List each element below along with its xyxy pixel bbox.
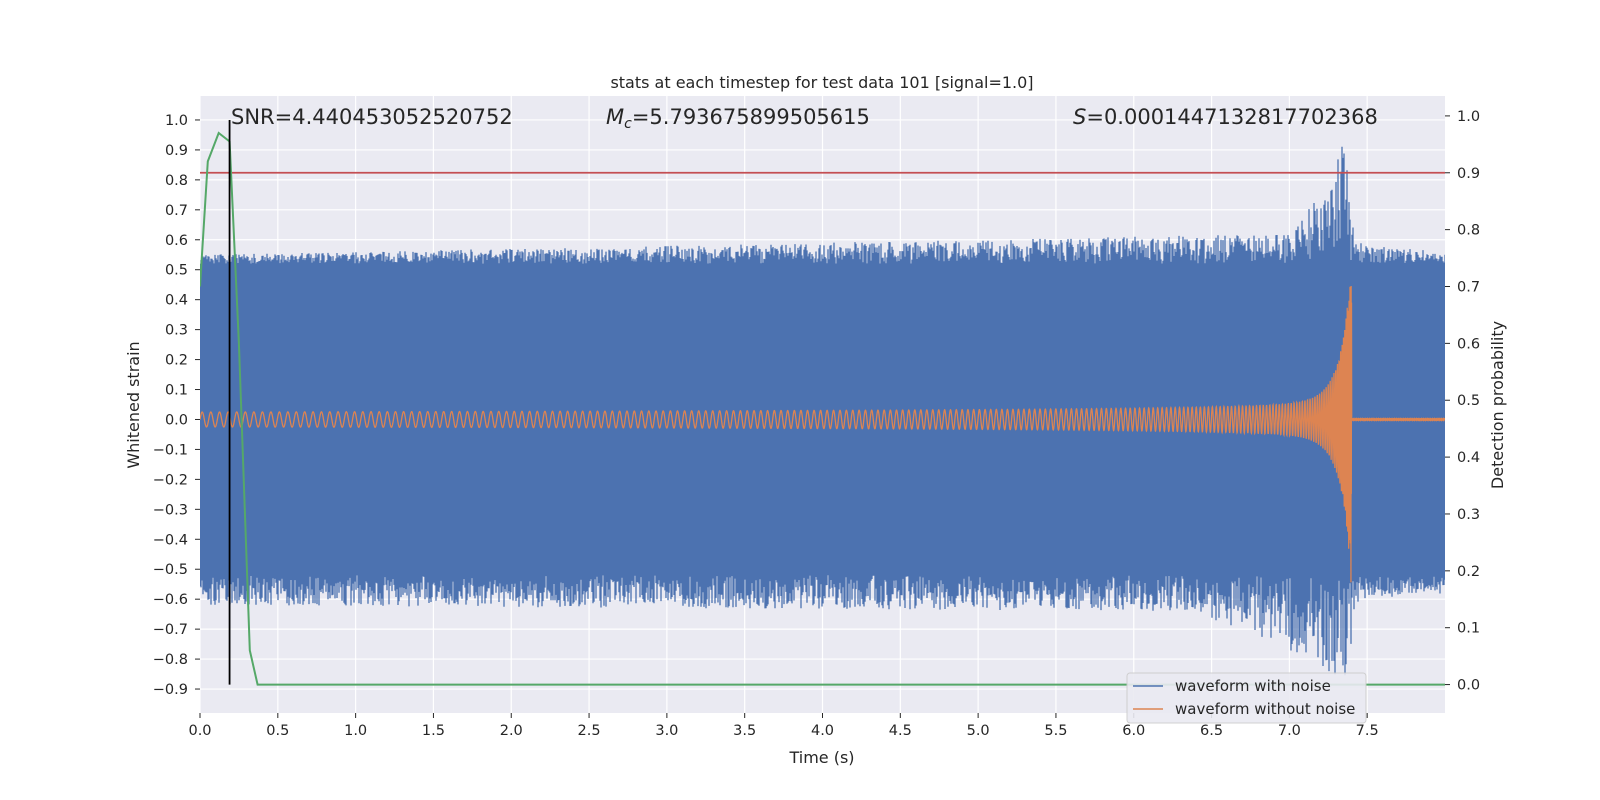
x-tick-label: 5.5 <box>1044 723 1067 739</box>
legend-label-clean: waveform without noise <box>1175 700 1355 718</box>
y2-tick-label: 0.5 <box>1457 393 1480 409</box>
x-tick-label: 2.0 <box>500 723 523 739</box>
x-tick-label: 0.0 <box>188 723 211 739</box>
y2-tick-label: 0.7 <box>1457 280 1480 296</box>
series-clean-line <box>200 285 1445 583</box>
y-tick-label: −0.2 <box>153 472 188 488</box>
axes: 0.0 0.5 1.0 1.5 2.0 2.5 3.0 3.5 4.0 4.5 5.0 5.5 6.0 6… <box>153 109 1480 739</box>
x-tick-label: 3.0 <box>655 723 678 739</box>
chirp-mass-subscript: c <box>624 116 632 132</box>
y-tick-label: −0.4 <box>153 532 188 548</box>
x-tick-label: 7.0 <box>1278 723 1301 739</box>
y-axis-label: Whitened strain <box>124 341 143 468</box>
y-tick-label: 0.0 <box>165 412 188 428</box>
series-probability-line <box>200 131 1445 686</box>
y2-tick-label: 1.0 <box>1457 109 1480 125</box>
x-tick-label: 1.0 <box>344 723 367 739</box>
y-tick-label: 0.8 <box>165 173 188 189</box>
y-tick-label: −0.9 <box>153 682 188 698</box>
data-layer <box>200 119 1445 686</box>
y2-tick-label: 0.2 <box>1457 564 1480 580</box>
x-tick-label: 7.5 <box>1356 723 1379 739</box>
y-tick-label: 0.6 <box>165 233 188 249</box>
y-tick-label: 0.7 <box>165 203 188 219</box>
x-axis-label: Time (s) <box>788 748 854 767</box>
x-tick-label: 3.5 <box>733 723 756 739</box>
x-tick-label: 4.0 <box>811 723 834 739</box>
chirp-mass-annotation: Mc=5.793675899505615 <box>606 105 870 132</box>
x-tick-label: 5.0 <box>967 723 990 739</box>
y-tick-label: −0.8 <box>153 652 188 668</box>
s-value: =0.0001447132817702368 <box>1086 105 1378 129</box>
y2-tick-label: 0.3 <box>1457 507 1480 523</box>
x-tick-label: 1.5 <box>422 723 445 739</box>
y-tick-label: −0.5 <box>153 562 188 578</box>
x-tick-label: 4.5 <box>889 723 912 739</box>
y2-tick-label: 0.6 <box>1457 336 1480 352</box>
chirp-mass-value: =5.793675899505615 <box>632 105 870 129</box>
x-tick-label: 0.5 <box>266 723 289 739</box>
y-tick-label: −0.3 <box>153 502 188 518</box>
y2-tick-label: 0.1 <box>1457 621 1480 637</box>
y-tick-label: 0.2 <box>165 353 188 369</box>
chart-title: stats at each timestep for test data 101… <box>610 73 1033 92</box>
y-tick-label: 0.4 <box>165 293 188 309</box>
s-symbol: S <box>1073 105 1086 129</box>
chirp-mass-symbol: M <box>606 105 624 129</box>
y-tick-label: 0.3 <box>165 323 188 339</box>
y2-tick-label: 0.9 <box>1457 166 1480 182</box>
y2-tick-label: 0.4 <box>1457 450 1480 466</box>
y2-axis-label: Detection probability <box>1488 321 1507 489</box>
y-tick-label: −0.7 <box>153 622 188 638</box>
y-tick-label: 0.9 <box>165 143 188 159</box>
snr-annotation: SNR=4.440453052520752 <box>231 105 513 129</box>
y-tick-label: −0.6 <box>153 592 188 608</box>
y2-tick-label: 0.8 <box>1457 223 1480 239</box>
y-tick-label: 0.5 <box>165 263 188 279</box>
y-tick-label: 0.1 <box>165 383 188 399</box>
y-tick-label: 1.0 <box>165 113 188 129</box>
x-tick-label: 6.0 <box>1122 723 1145 739</box>
x-tick-label: 6.5 <box>1200 723 1223 739</box>
x-tick-label: 2.5 <box>578 723 601 739</box>
s-annotation: S=0.0001447132817702368 <box>1073 105 1378 129</box>
legend-box <box>1126 672 1367 724</box>
y-tick-label: −0.1 <box>153 442 188 458</box>
legend: waveform with noise waveform without noi… <box>1126 672 1367 724</box>
y2-tick-label: 0.0 <box>1457 678 1480 694</box>
legend-label-noise: waveform with noise <box>1175 677 1331 695</box>
